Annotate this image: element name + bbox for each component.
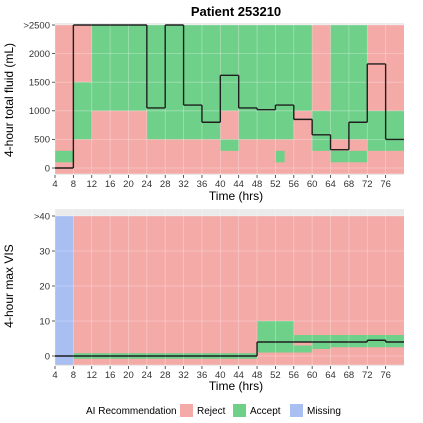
vis-x-tick-label: 8: [71, 370, 76, 381]
vis-accept-cell: [312, 342, 331, 349]
fluid-x-axis-label: Time (hrs): [209, 189, 263, 203]
fluid-x-tick-label: 40: [215, 179, 226, 190]
fluid-x-tick-label: 56: [289, 179, 300, 190]
fluid-x-tick-label: 8: [71, 179, 76, 190]
vis-x-tick-label: 64: [325, 370, 336, 381]
vis-accept-cell: [257, 321, 276, 342]
fluid-accept-cell: [55, 150, 74, 163]
legend-label-reject: Reject: [197, 406, 226, 417]
fluid-accept-cell: [220, 139, 239, 151]
fluid-x-tick-label: 64: [325, 179, 336, 190]
vis-accept-cell: [330, 342, 368, 348]
vis-x-tick-label: 28: [160, 370, 171, 381]
vis-y-axis-label: 4-hour max VIS: [2, 244, 16, 327]
vis-x-tick-label: 40: [215, 370, 226, 381]
vis-x-tick-label: 76: [380, 370, 391, 381]
vis-x-tick-label: 68: [344, 370, 355, 381]
vis-y-tick-label: >40: [34, 211, 50, 222]
fluid-x-tick-label: 28: [160, 179, 171, 190]
fluid-accept-cell: [330, 150, 368, 163]
vis-accept-cell: [275, 321, 294, 342]
vis-accept-cell: [257, 342, 276, 353]
fluid-x-tick-label: 20: [123, 179, 134, 190]
fluid-x-tick-label: 16: [105, 179, 116, 190]
fluid-accept-cell: [146, 25, 166, 140]
vis-y-tick-label: 0: [45, 351, 50, 362]
legend-swatch-reject: [180, 404, 193, 417]
fluid-x-ticks: 4 8 12 16 20 24 28 32 36 40 44 48 52 56 60 64 68 72 76: [52, 175, 391, 190]
vis-x-tick-label: 72: [362, 370, 373, 381]
vis-x-tick-label: 52: [270, 370, 281, 381]
fluid-accept-cell: [91, 25, 147, 111]
legend: AI Recommendation Reject Accept Missing: [86, 404, 341, 417]
vis-recommendation-cells: [55, 216, 404, 365]
fluid-y-tick-label: 500: [34, 135, 50, 146]
fluid-accept-cell: [330, 25, 368, 140]
fluid-y-tick-label: 1500: [29, 78, 50, 89]
vis-x-tick-label: 12: [86, 370, 97, 381]
fluid-panel: 4 8 12 16 20 24 28 32 36 40 44 48 52 56 60 64 68 72 76 050…: [2, 20, 404, 203]
fluid-accept-cell: [165, 25, 221, 140]
vis-x-tick-label: 56: [289, 370, 300, 381]
vis-x-tick-label: 24: [142, 370, 153, 381]
fluid-x-tick-label: 24: [142, 179, 153, 190]
fluid-accept-cell: [275, 150, 285, 163]
fluid-accept-cell: [238, 25, 276, 140]
fluid-x-tick-label: 48: [252, 179, 263, 190]
vis-missing-cell: [55, 216, 74, 365]
fluid-y-tick-label: 0: [45, 163, 50, 174]
vis-panel: 4 8 12 16 20 24 28 32 36 40 44 48 52 56 60 64 68 72 76 010…: [2, 209, 404, 393]
legend-label-missing: Missing: [307, 406, 341, 417]
vis-y-ticks: 0 10 20 30 >40: [34, 211, 55, 362]
fluid-accept-cell: [312, 110, 331, 151]
fluid-y-ticks: 0 500 1000 1500 2000 >2500: [23, 20, 55, 174]
vis-x-axis-label: Time (hrs): [209, 379, 263, 393]
vis-x-tick-label: 44: [233, 370, 244, 381]
fluid-accept-cell: [275, 25, 294, 140]
vis-x-tick-label: 4: [52, 370, 57, 381]
legend-label-accept: Accept: [250, 406, 281, 417]
fluid-x-tick-label: 4: [52, 179, 57, 190]
vis-accept-cell: [293, 335, 404, 342]
vis-y-tick-label: 20: [39, 281, 50, 292]
fluid-accept-cell: [293, 25, 313, 111]
vis-x-tick-label: 20: [123, 370, 134, 381]
fluid-y-tick-label: >2500: [23, 20, 50, 31]
legend-swatch-accept: [233, 404, 246, 417]
fluid-x-tick-label: 60: [307, 179, 318, 190]
fluid-recommendation-cells: [55, 25, 404, 174]
vis-x-ticks: 4 8 12 16 20 24 28 32 36 40 44 48 52 56 60 64 68 72 76: [52, 366, 391, 381]
fluid-x-tick-label: 76: [380, 179, 391, 190]
legend-title: AI Recommendation: [86, 406, 177, 417]
vis-x-tick-label: 36: [197, 370, 208, 381]
fluid-x-tick-label: 32: [178, 179, 189, 190]
fluid-x-tick-label: 52: [270, 179, 281, 190]
vis-actual-line: [55, 339, 404, 357]
fluid-actual-line: [55, 24, 404, 169]
fluid-x-tick-label: 72: [362, 179, 373, 190]
fluid-accept-cell: [220, 25, 239, 111]
vis-x-tick-label: 48: [252, 370, 263, 381]
fluid-x-tick-label: 44: [233, 179, 244, 190]
vis-y-tick-label: 10: [39, 316, 50, 327]
vis-y-tick-label: 30: [39, 246, 50, 257]
vis-x-tick-label: 32: [178, 370, 189, 381]
vis-x-tick-label: 60: [307, 370, 318, 381]
vis-accept-cell: [275, 342, 294, 353]
legend-swatch-missing: [290, 404, 303, 417]
vis-accept-cell: [293, 345, 313, 353]
fluid-y-tick-label: 1000: [29, 106, 50, 117]
fluid-y-axis-label: 4-hour total fluid (mL): [2, 43, 16, 157]
fluid-accept-cell: [73, 82, 92, 140]
vis-x-tick-label: 16: [105, 370, 116, 381]
fluid-x-tick-label: 36: [197, 179, 208, 190]
fluid-y-tick-label: 2000: [29, 49, 50, 60]
fluid-x-tick-label: 68: [344, 179, 355, 190]
chart-title: Patient 253210: [191, 4, 281, 19]
fluid-x-tick-label: 12: [86, 179, 97, 190]
vis-accept-cell: [367, 342, 404, 348]
